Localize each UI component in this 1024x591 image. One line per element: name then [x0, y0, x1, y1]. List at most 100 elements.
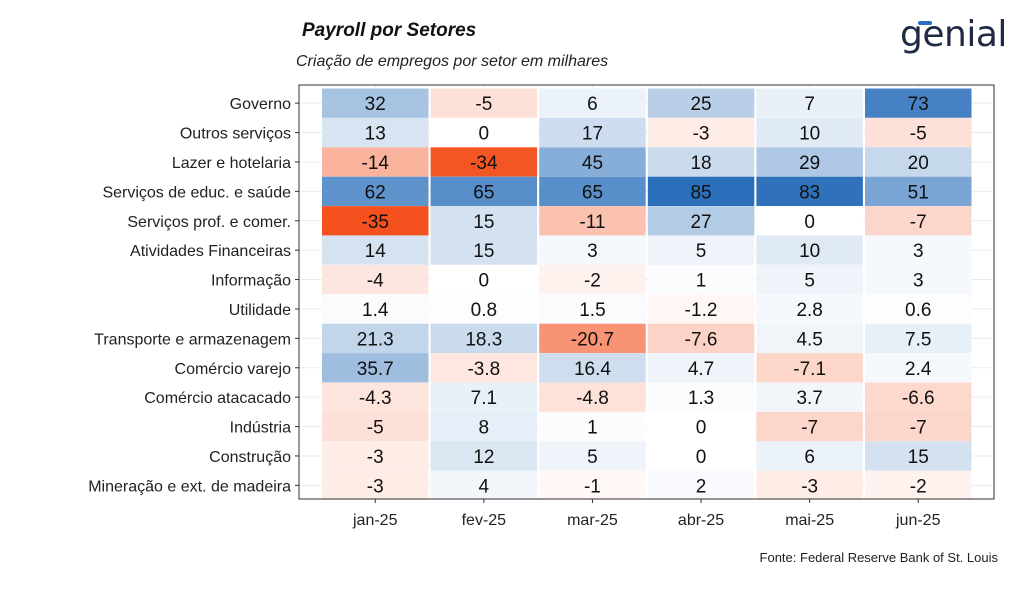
heatmap-cell [647, 147, 755, 177]
heatmap-cell [430, 147, 538, 177]
x-tick-label: fev-25 [462, 512, 507, 529]
cell-value-label: 18.3 [465, 329, 502, 350]
heatmap-cell [322, 117, 429, 148]
cell-value-label: -4.8 [576, 388, 609, 409]
heatmap-cell [865, 176, 972, 206]
heatmap-cell [539, 294, 646, 324]
heatmap-cell [647, 176, 755, 206]
cell-value-label: 1.5 [579, 300, 605, 321]
cell-value-label: -11 [579, 212, 605, 233]
x-tick-label: mar-25 [567, 512, 618, 529]
cell-value-label: 6 [804, 447, 815, 468]
heatmap-cell [756, 323, 863, 353]
heatmap-cell [647, 353, 755, 383]
heatmap-cell [865, 294, 972, 324]
cell-value-label: 16.4 [574, 359, 611, 380]
cell-value-label: -34 [470, 153, 498, 174]
heatmap-cell [539, 88, 646, 118]
y-tick-label: Informação [211, 273, 291, 290]
heatmap-cell [647, 235, 755, 265]
cell-value-label: 65 [582, 182, 603, 203]
heatmap-cell [322, 176, 429, 206]
heatmap-cell [756, 235, 863, 265]
cell-value-label: 13 [365, 124, 386, 145]
heatmap-cell [865, 117, 972, 148]
y-tick-label: Transporte e armazenagem [94, 331, 291, 348]
heatmap-cell [322, 294, 429, 324]
heatmap-cell [322, 147, 429, 177]
heatmap-cell [647, 117, 755, 148]
cell-value-label: 73 [908, 94, 929, 115]
cell-value-label: 17 [582, 124, 603, 145]
heatmap-cell [430, 235, 538, 265]
cell-value-label: -3 [367, 447, 384, 468]
heatmap-cell [539, 411, 646, 442]
cell-value-label: 0 [479, 124, 490, 145]
cell-value-label: 12 [473, 447, 494, 468]
heatmap-cell [865, 147, 972, 177]
cell-value-label: -7 [910, 212, 927, 233]
heatmap-cell [539, 206, 646, 236]
heatmap-cell [865, 470, 972, 500]
cell-value-label: 14 [365, 241, 387, 262]
heatmap-cell [539, 382, 646, 412]
brand-logo: genial [900, 14, 1007, 55]
heatmap-cell [756, 264, 863, 295]
cell-value-label: 32 [365, 94, 386, 115]
cell-value-label: -5 [910, 124, 927, 145]
heatmap-cell [430, 264, 538, 295]
heatmap-cell [756, 441, 863, 471]
cell-value-label: 3 [587, 241, 598, 262]
heatmap-cell [865, 353, 972, 383]
heatmap-cell [647, 294, 755, 324]
heatmap-cell [647, 323, 755, 353]
cell-value-label: 15 [473, 241, 494, 262]
heatmap-cell [322, 470, 429, 500]
cell-value-label: 7.1 [471, 388, 497, 409]
cell-value-label: 0 [479, 271, 490, 292]
heatmap-cell [539, 264, 646, 295]
heatmap-cell [430, 88, 538, 118]
cell-value-label: -20.7 [571, 329, 614, 350]
cell-value-label: 3.7 [796, 388, 822, 409]
cell-value-label: 15 [473, 212, 494, 233]
heatmap-cell [865, 264, 972, 295]
y-tick-label: Comércio varejo [175, 361, 292, 378]
cell-value-label: 20 [908, 153, 929, 174]
chart-subtitle: Criação de empregos por setor em milhare… [296, 53, 609, 70]
cell-value-label: -7 [910, 418, 927, 439]
y-tick-label: Lazer e hotelaria [172, 155, 291, 172]
cell-value-label: 0.8 [471, 300, 497, 321]
cell-value-label: 5 [804, 271, 815, 292]
heatmap-cell [322, 235, 429, 265]
heatmap-cell [430, 353, 538, 383]
cell-value-label: 25 [690, 94, 711, 115]
heatmap-cell [430, 382, 538, 412]
brand-logo-mark [918, 21, 932, 25]
cell-value-label: -3.8 [467, 359, 500, 380]
cell-value-label: 15 [908, 447, 929, 468]
cell-value-label: -6.6 [902, 388, 935, 409]
cell-value-label: 21.3 [357, 329, 394, 350]
cell-value-label: 2.8 [796, 300, 822, 321]
cell-value-label: 85 [690, 182, 711, 203]
cell-value-label: 1 [587, 418, 598, 439]
cell-value-label: -3 [801, 476, 818, 497]
heatmap-cell [647, 206, 755, 236]
heatmap-cell [756, 117, 863, 148]
x-tick-label: mai-25 [785, 512, 834, 529]
heatmap-cell [756, 294, 863, 324]
heatmap-cell [322, 411, 429, 442]
heatmap-cell [430, 470, 538, 500]
y-tick-label: Serviços prof. e comer. [127, 214, 291, 231]
cell-value-label: 83 [799, 182, 820, 203]
x-tick-label: jun-25 [895, 512, 941, 529]
cell-value-label: -3 [367, 476, 384, 497]
y-tick-label: Governo [230, 96, 291, 113]
heatmap-cell [865, 235, 972, 265]
heatmap-cell [539, 235, 646, 265]
cell-value-label: -2 [584, 271, 601, 292]
cell-value-label: 8 [479, 418, 490, 439]
cell-value-label: 1.3 [688, 388, 714, 409]
